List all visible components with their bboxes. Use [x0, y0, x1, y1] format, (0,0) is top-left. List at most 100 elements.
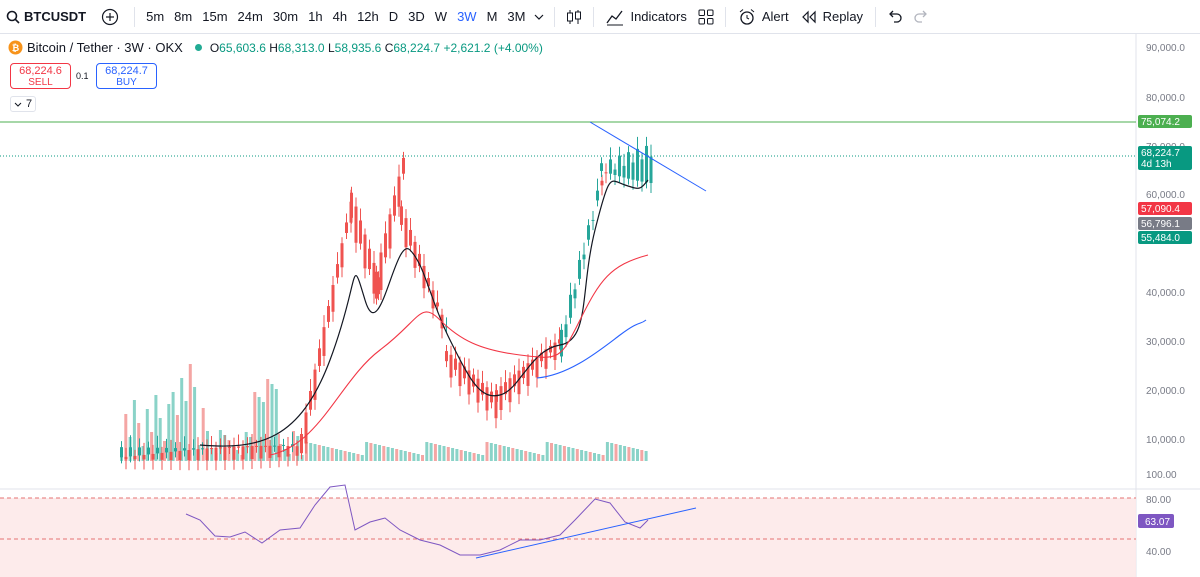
indicators-button[interactable]: Indicators: [600, 4, 692, 30]
volume-bar: [468, 452, 472, 461]
buy-button[interactable]: 68,224.7 BUY: [96, 63, 157, 89]
sell-button[interactable]: 68,224.6 SELL: [10, 63, 71, 89]
sell-price: 68,224.6: [19, 65, 62, 77]
open-label: O: [209, 40, 220, 55]
price-chart[interactable]: 90,000.080,000.070,000.060,000.040,000.0…: [0, 34, 1200, 577]
volume-bar: [257, 397, 261, 461]
buy-price: 68,224.7: [105, 65, 148, 77]
interval-d[interactable]: D: [388, 8, 399, 24]
volume-bar: [335, 449, 338, 461]
candle-body: [504, 382, 507, 395]
volume-bar: [300, 455, 304, 461]
candle-body: [609, 159, 612, 174]
candle-body: [640, 159, 644, 182]
volume-bar: [382, 446, 386, 461]
price-tick-label: 20,000.0: [1146, 386, 1185, 397]
volume-bar: [421, 455, 424, 461]
volume-bar: [347, 452, 351, 461]
interval-15m[interactable]: 15m: [202, 8, 228, 24]
volume-bar: [154, 395, 158, 461]
plus-circle-icon: [102, 8, 119, 25]
compare-symbol-button[interactable]: [98, 5, 122, 29]
interval-dropdown-button[interactable]: [530, 5, 548, 29]
candle-body: [138, 447, 141, 456]
grid-icon: [698, 9, 714, 24]
price-label-text: 68,224.7: [1141, 148, 1180, 159]
volume-bar: [550, 443, 553, 461]
volume-bar: [554, 444, 558, 461]
volume-bar: [472, 453, 476, 461]
candle-body: [490, 391, 493, 403]
interval-12h[interactable]: 12h: [357, 8, 379, 24]
interval-w[interactable]: W: [434, 8, 448, 24]
legend-title[interactable]: Bitcoin / Tether · 3W · OKX: [27, 40, 183, 55]
undo-button[interactable]: [882, 4, 908, 30]
volume-bar: [266, 379, 270, 461]
candle-body: [169, 451, 173, 461]
redo-button[interactable]: [908, 4, 934, 30]
volume-bar: [124, 414, 128, 461]
rsi-trend-line[interactable]: [475, 507, 697, 559]
interval-5m[interactable]: 5m: [146, 8, 165, 24]
candle-body: [397, 176, 401, 207]
price-label-box: [1138, 217, 1192, 230]
alert-button[interactable]: Alert: [732, 4, 795, 30]
interval-m[interactable]: M: [486, 8, 498, 24]
price-tick-label: 80,000.0: [1146, 93, 1185, 104]
price-tick-label: 10,000.0: [1146, 435, 1185, 446]
volume-bar: [532, 453, 536, 461]
price-trend-line[interactable]: [589, 121, 707, 192]
volume-bar: [373, 444, 377, 461]
volume-bar: [618, 445, 622, 461]
candle-body: [345, 222, 348, 233]
price-tick-label: 90,000.0: [1146, 43, 1185, 54]
candle-body: [531, 359, 534, 370]
price-label-box: [1138, 115, 1192, 128]
interval-30m[interactable]: 30m: [272, 8, 299, 24]
symbol-search-button[interactable]: BTCUSDT: [0, 3, 94, 31]
candle-body: [600, 163, 603, 171]
candle-body: [596, 190, 599, 201]
candle-body: [129, 447, 132, 457]
candle-body: [142, 454, 146, 460]
volume-bar: [567, 447, 571, 461]
volume-bar: [601, 455, 605, 461]
volume-bar: [188, 364, 192, 461]
indicators-label: Indicators: [630, 9, 687, 24]
volume-bar: [270, 384, 274, 461]
layouts-button[interactable]: [693, 4, 719, 30]
candle-body: [404, 218, 408, 248]
rsi-tick-label: 80.00: [1146, 495, 1171, 506]
interval-4h[interactable]: 4h: [332, 8, 348, 24]
volume-bar: [283, 449, 287, 461]
candle-body: [350, 192, 353, 218]
candle-body: [618, 155, 621, 177]
volume-bar: [528, 452, 532, 461]
volume-bar: [137, 423, 141, 461]
close-value: 68,224.7: [393, 40, 441, 55]
indicators-collapse-button[interactable]: 7: [10, 96, 36, 112]
interval-8m[interactable]: 8m: [174, 8, 193, 24]
candle-body: [427, 278, 430, 287]
chart-type-button[interactable]: [561, 4, 587, 30]
candle-body: [526, 363, 530, 386]
market-status-dot[interactable]: [194, 44, 202, 51]
candle-body: [368, 248, 371, 270]
interval-3m[interactable]: 3M: [507, 8, 526, 24]
candle-body: [183, 448, 186, 451]
interval-3w[interactable]: 3W: [457, 8, 477, 24]
sell-label: SELL: [28, 77, 53, 88]
volume-bar: [562, 446, 566, 461]
candle-body: [264, 445, 267, 447]
candle-body: [409, 229, 412, 246]
volume-bar: [597, 454, 601, 461]
symbol-legend: ₿ Bitcoin / Tether · 3W · OKX O65,603.6 …: [8, 40, 543, 55]
sma-short-line: [199, 179, 649, 447]
interval-3d[interactable]: 3D: [408, 8, 425, 24]
price-label-text: 55,484.0: [1141, 233, 1180, 244]
interval-1h[interactable]: 1h: [308, 8, 323, 24]
interval-24m[interactable]: 24m: [237, 8, 263, 24]
candle-body: [201, 448, 204, 450]
replay-button[interactable]: Replay: [795, 4, 869, 30]
candle-body: [558, 339, 561, 344]
